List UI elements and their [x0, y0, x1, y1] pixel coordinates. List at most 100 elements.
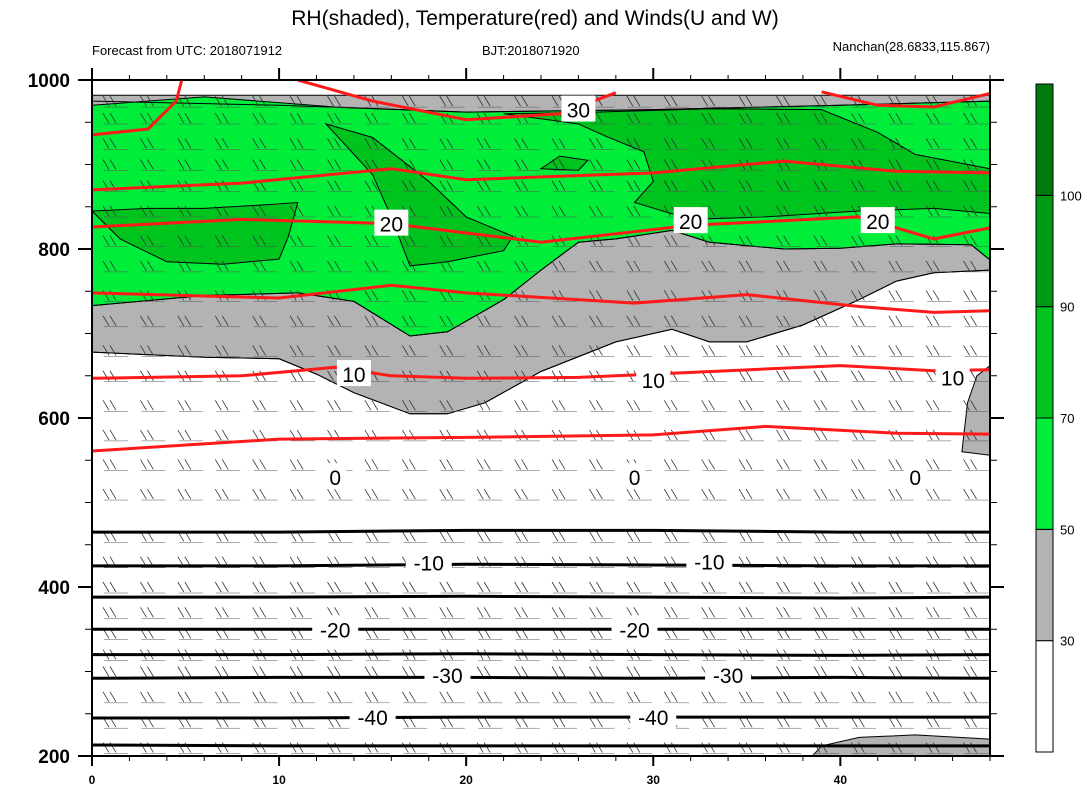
wind-barb — [925, 315, 933, 327]
wind-barb — [820, 260, 828, 272]
wind-barb — [1008, 628, 1014, 638]
wind-barb — [963, 607, 970, 618]
wind-barb — [888, 400, 896, 411]
wind-barb — [670, 607, 678, 618]
wind-barb — [820, 400, 828, 411]
wind-barb — [932, 459, 940, 470]
wind-barb — [221, 429, 229, 441]
wind-barb — [663, 459, 671, 470]
wind-barb — [888, 315, 896, 327]
wind-barb — [633, 666, 641, 677]
isotherm-label-1-box — [630, 703, 677, 730]
wind-barb — [296, 345, 304, 356]
wind-barb — [783, 488, 790, 500]
wind-barb — [483, 138, 491, 149]
wind-barb — [252, 205, 260, 217]
wind-barb — [476, 95, 484, 107]
wind-barb — [439, 607, 447, 618]
wind-barb — [184, 666, 192, 677]
wind-barb — [895, 607, 903, 618]
x-axis: 0 10 20 30 40 — [89, 68, 991, 787]
wind-barb — [371, 315, 379, 327]
wind-barb — [514, 531, 521, 542]
wind-barb — [663, 488, 671, 500]
wind-barb — [970, 159, 977, 170]
isotherm-label-0-box — [349, 703, 396, 730]
wind-barb — [558, 159, 566, 170]
wind-barb — [1008, 400, 1014, 410]
wind-barb — [371, 742, 379, 753]
wind-barb — [109, 138, 117, 149]
wind-barb — [895, 716, 903, 728]
wind-barb — [1001, 206, 1007, 216]
isotherm-label-7-box — [686, 547, 733, 574]
wind-barb — [813, 429, 821, 441]
wind-barb — [626, 400, 634, 411]
wind-barb — [439, 205, 447, 217]
wind-barb — [147, 581, 154, 593]
wind-barb — [633, 260, 641, 272]
wind-barb — [259, 370, 267, 381]
wind-barb — [895, 95, 903, 107]
wind-barb — [140, 345, 147, 356]
wind-barb — [1001, 181, 1007, 191]
wind-barb — [483, 691, 491, 703]
wind-barb — [521, 607, 528, 618]
wind-barb — [327, 666, 334, 677]
wind-barb — [888, 716, 896, 728]
wind-barb — [327, 742, 334, 753]
wind-barb — [888, 459, 896, 470]
wind-barb — [439, 716, 447, 728]
wind-barb — [970, 400, 977, 411]
wind-barb — [252, 742, 260, 753]
wind-barb — [521, 180, 528, 191]
wind-barb — [371, 235, 379, 246]
wind-barb — [371, 290, 379, 301]
wind-barb — [663, 742, 671, 753]
wind-barb — [1001, 400, 1007, 410]
wind-barb — [177, 459, 185, 470]
wind-barb — [745, 260, 753, 272]
wind-barb — [514, 581, 521, 593]
wind-barb — [783, 370, 790, 381]
wind-barb — [140, 260, 147, 272]
wind-barb — [334, 581, 341, 593]
wind-barb — [738, 607, 746, 618]
wind-barb — [140, 691, 147, 703]
wind-barb — [932, 742, 940, 753]
wind-barb — [551, 95, 559, 107]
wind-barb — [963, 205, 970, 217]
wind-barb — [932, 180, 940, 191]
wind-barb — [446, 205, 454, 217]
wind-barb — [446, 742, 454, 753]
wind-barb — [140, 459, 147, 470]
wind-barb — [371, 260, 379, 272]
wind-barb — [551, 159, 559, 170]
wind-barb — [745, 205, 753, 217]
wind-barb — [888, 180, 896, 191]
wind-barb — [963, 742, 970, 753]
colorbar-box-5 — [1035, 83, 1054, 196]
wind-barb — [514, 607, 521, 618]
wind-barb — [408, 235, 416, 246]
wind-barb — [963, 138, 970, 149]
wind-barb — [783, 400, 790, 411]
wind-barb — [745, 581, 753, 593]
wind-barb — [589, 488, 596, 500]
wind-barb — [259, 315, 267, 327]
wind-barb — [521, 138, 528, 149]
wind-barb — [596, 400, 603, 411]
rh-region-90-5 — [324, 122, 514, 267]
wind-barb — [109, 691, 117, 703]
wind-barb — [925, 691, 933, 703]
wind-barb — [738, 531, 746, 542]
wind-barb — [776, 716, 783, 728]
wind-barb — [633, 159, 641, 170]
wind-barb — [439, 315, 447, 327]
wind-barb — [177, 666, 185, 677]
wind-barb — [214, 95, 222, 107]
wind-barb — [177, 691, 185, 703]
colorbar-box-1 — [1035, 528, 1054, 642]
wind-barb — [813, 205, 821, 217]
wind-barb — [439, 180, 447, 191]
